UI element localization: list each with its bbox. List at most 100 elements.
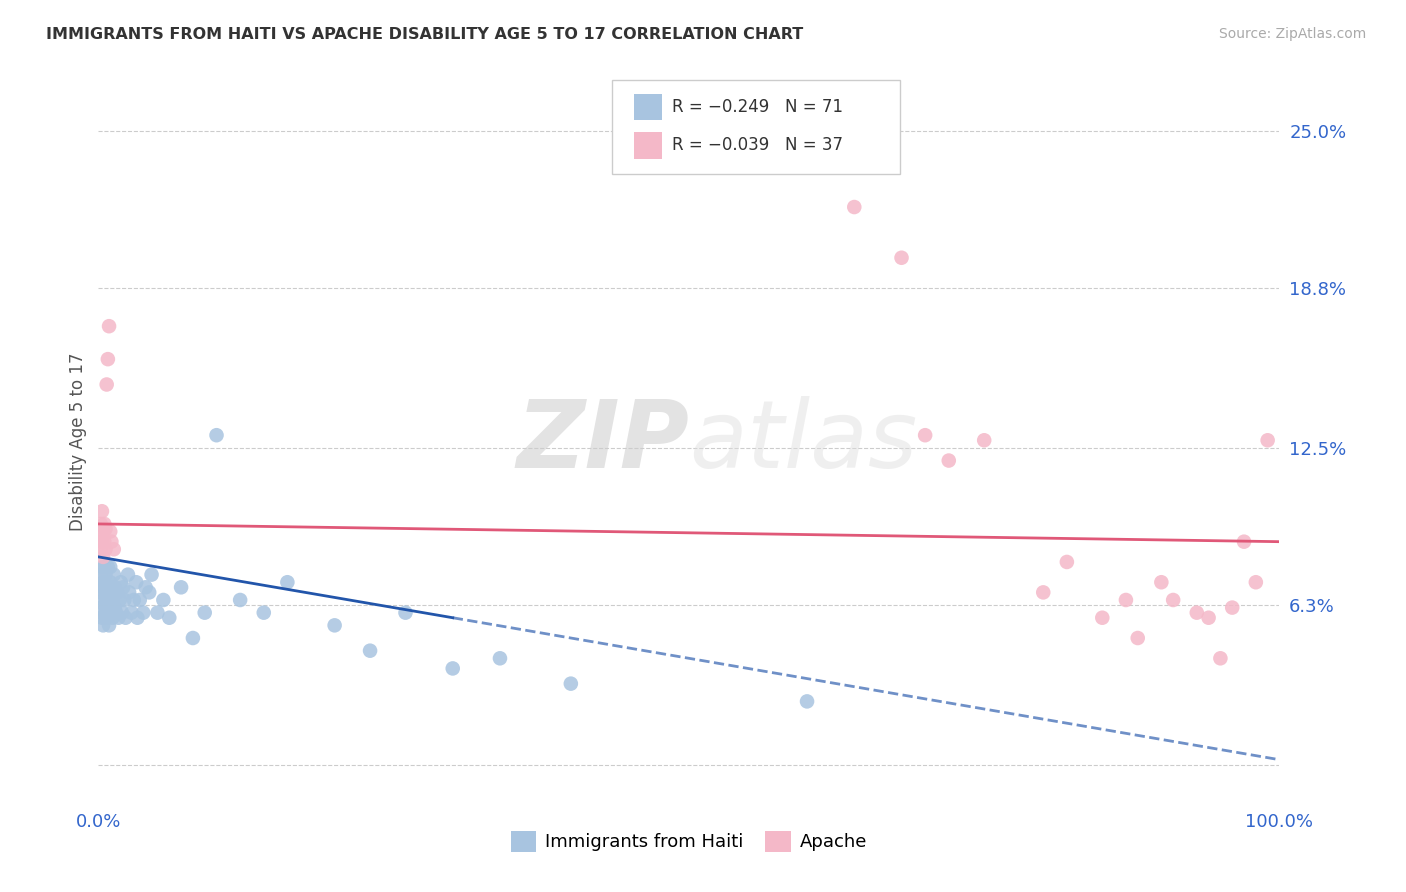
Text: Source: ZipAtlas.com: Source: ZipAtlas.com — [1219, 27, 1367, 41]
Point — [100, 580, 122, 594]
Point — [100, 534, 122, 549]
Point — [91, 575, 114, 590]
Point — [90, 567, 112, 582]
Point — [128, 593, 150, 607]
Point — [89, 585, 111, 599]
Point — [107, 611, 129, 625]
Point — [394, 606, 416, 620]
Point — [91, 549, 114, 564]
Point — [141, 567, 163, 582]
Point — [94, 567, 117, 582]
Point — [1115, 593, 1137, 607]
Point — [91, 534, 114, 549]
Point — [103, 542, 125, 557]
Point — [157, 611, 180, 625]
Point — [938, 453, 960, 467]
Point — [94, 542, 117, 557]
Point — [181, 631, 204, 645]
Point — [796, 149, 818, 163]
Point — [111, 606, 134, 620]
Point — [104, 580, 127, 594]
Point — [914, 428, 936, 442]
Point — [96, 377, 118, 392]
Point — [91, 504, 114, 518]
Point — [98, 606, 121, 620]
Point — [100, 606, 122, 620]
Point — [229, 593, 252, 607]
Point — [135, 580, 157, 594]
Point — [101, 611, 124, 625]
Point — [97, 560, 120, 574]
Point — [205, 428, 228, 442]
Point — [890, 251, 912, 265]
Text: IMMIGRANTS FROM HAITI VS APACHE DISABILITY AGE 5 TO 17 CORRELATION CHART: IMMIGRANTS FROM HAITI VS APACHE DISABILI… — [46, 27, 804, 42]
Point — [94, 606, 117, 620]
Point — [101, 593, 124, 607]
Point — [844, 200, 866, 214]
Point — [96, 611, 118, 625]
Point — [118, 585, 141, 599]
Point — [97, 352, 120, 367]
Point — [146, 606, 169, 620]
Point — [97, 600, 120, 615]
Point — [105, 585, 128, 599]
Point — [560, 676, 582, 690]
Point — [1126, 631, 1149, 645]
Point — [98, 593, 121, 607]
Point — [441, 661, 464, 675]
Point — [93, 580, 115, 594]
Point — [1161, 593, 1184, 607]
Y-axis label: Disability Age 5 to 17: Disability Age 5 to 17 — [69, 352, 87, 531]
Point — [98, 524, 121, 539]
Point — [194, 606, 217, 620]
Point — [170, 580, 193, 594]
Point — [125, 575, 148, 590]
Text: R = −0.249   N = 71: R = −0.249 N = 71 — [672, 98, 844, 116]
Text: R = −0.039   N = 37: R = −0.039 N = 37 — [672, 136, 844, 154]
Point — [93, 516, 115, 531]
Point — [103, 567, 125, 582]
Point — [98, 585, 121, 599]
Point — [359, 643, 381, 657]
Point — [1233, 534, 1256, 549]
Point — [98, 575, 121, 590]
Point — [1056, 555, 1078, 569]
Point — [89, 530, 111, 544]
Point — [323, 618, 346, 632]
Point — [98, 560, 121, 574]
Point — [122, 593, 145, 607]
Point — [105, 606, 128, 620]
Point — [108, 593, 131, 607]
Legend: Immigrants from Haiti, Apache: Immigrants from Haiti, Apache — [503, 823, 875, 859]
Point — [114, 611, 136, 625]
Point — [1257, 434, 1279, 448]
Point — [93, 560, 115, 574]
Point — [117, 567, 139, 582]
Point — [1091, 611, 1114, 625]
Point — [93, 598, 115, 612]
Text: atlas: atlas — [689, 396, 917, 487]
Point — [91, 593, 114, 607]
Point — [91, 611, 114, 625]
Point — [1032, 585, 1054, 599]
Point — [127, 611, 149, 625]
Point — [91, 560, 114, 574]
Point — [112, 593, 135, 607]
Point — [138, 585, 160, 599]
Point — [112, 580, 135, 594]
Point — [97, 580, 120, 594]
Point — [94, 585, 117, 599]
Point — [1198, 611, 1220, 625]
Point — [91, 524, 114, 539]
Point — [1244, 575, 1267, 590]
Point — [98, 618, 121, 632]
Point — [276, 575, 298, 590]
Point — [489, 651, 512, 665]
Point — [1220, 600, 1243, 615]
Point — [132, 606, 155, 620]
Point — [98, 319, 121, 334]
Point — [96, 593, 118, 607]
Point — [121, 606, 143, 620]
Point — [796, 694, 818, 708]
Point — [152, 593, 174, 607]
